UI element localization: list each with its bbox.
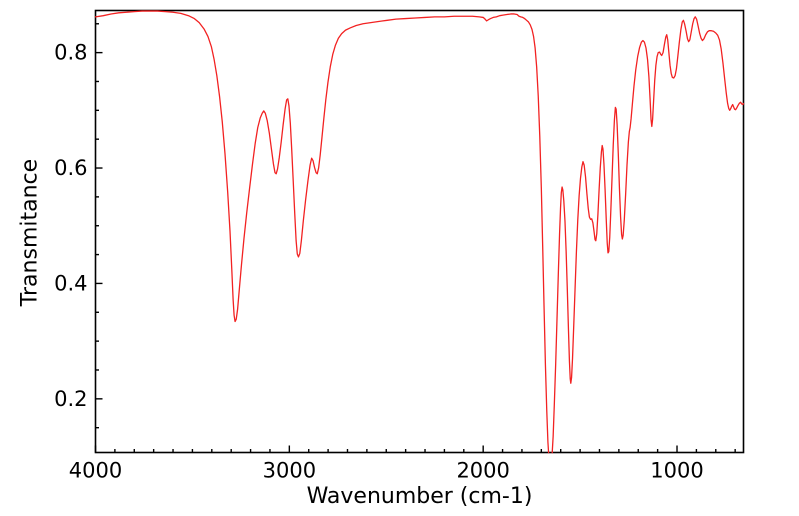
plot-frame	[94, 9, 745, 454]
x-axis-title: Wavenumber (cm-1)	[306, 484, 533, 509]
x-tick-label: 2000	[456, 459, 509, 483]
y-tick-label: 0.6	[54, 156, 87, 180]
y-tick-label: 0.8	[54, 41, 87, 65]
axis-ticks	[94, 23, 736, 453]
x-tick-label: 4000	[69, 459, 122, 483]
x-tick-label: 1000	[650, 459, 703, 483]
y-tick-label: 0.4	[54, 271, 87, 295]
x-tick-label: 3000	[263, 459, 316, 483]
y-tick-label: 0.2	[54, 387, 87, 411]
y-axis-title: Transmitance	[17, 158, 43, 307]
spectrum-line	[94, 10, 745, 454]
